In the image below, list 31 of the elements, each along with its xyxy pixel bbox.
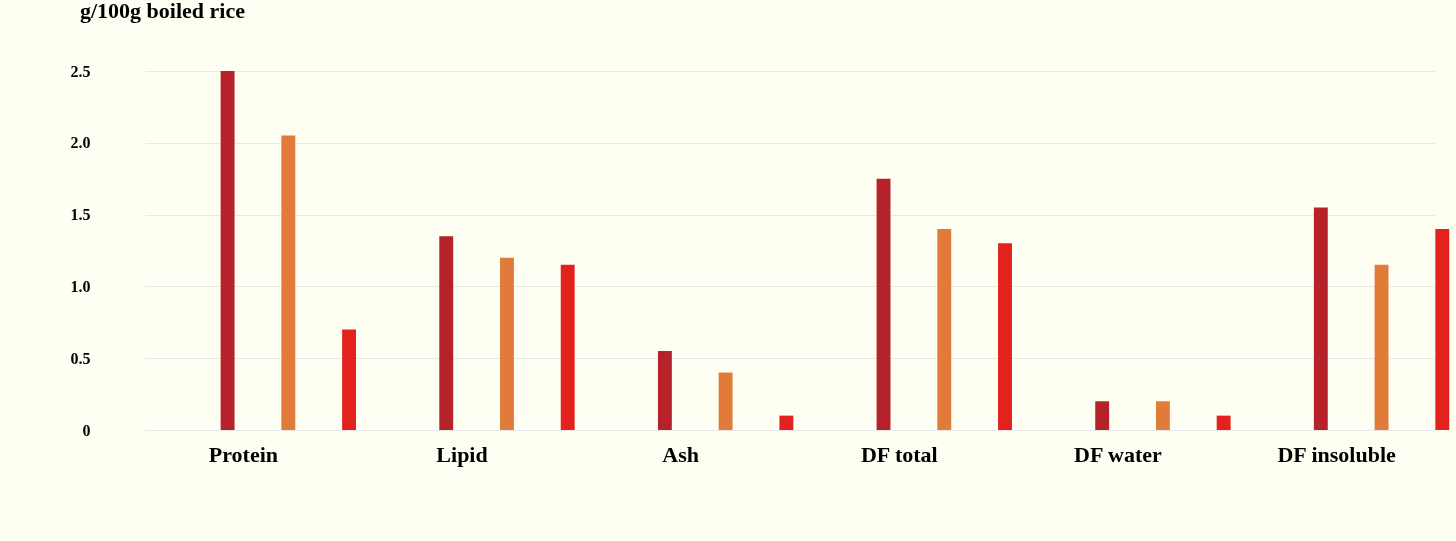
bar (220, 71, 235, 430)
y-tick-label: 2.0 (70, 134, 91, 152)
bar (718, 372, 733, 430)
x-tick-label: Protein (208, 441, 279, 467)
bar (1435, 228, 1450, 430)
bar (876, 178, 891, 430)
x-tick-label: DF total (860, 441, 938, 467)
x-tick-label: DF insoluble (1277, 441, 1397, 467)
bar (1313, 207, 1328, 430)
chart-title: g/100g boiled rice (80, 0, 246, 23)
bar (1095, 401, 1110, 430)
bar (281, 135, 296, 430)
y-tick-label: 0.5 (70, 349, 91, 367)
y-tick-label: 1.0 (70, 277, 91, 295)
y-tick-label: 1.5 (70, 206, 91, 224)
bar (937, 228, 952, 430)
y-tick-label: 0 (82, 421, 91, 439)
bar (439, 236, 454, 430)
bar (779, 415, 794, 430)
x-tick-label: DF water (1074, 441, 1163, 467)
bar (1216, 415, 1231, 430)
bar (657, 351, 672, 430)
bar (1155, 401, 1170, 430)
bar (342, 329, 357, 430)
x-tick-label: Ash (662, 441, 700, 467)
bar (560, 264, 575, 430)
bar (998, 243, 1012, 430)
x-tick-label: Lipid (436, 441, 488, 467)
bar (500, 257, 514, 430)
bar (1374, 264, 1389, 430)
y-tick-label: 2.5 (70, 62, 91, 80)
